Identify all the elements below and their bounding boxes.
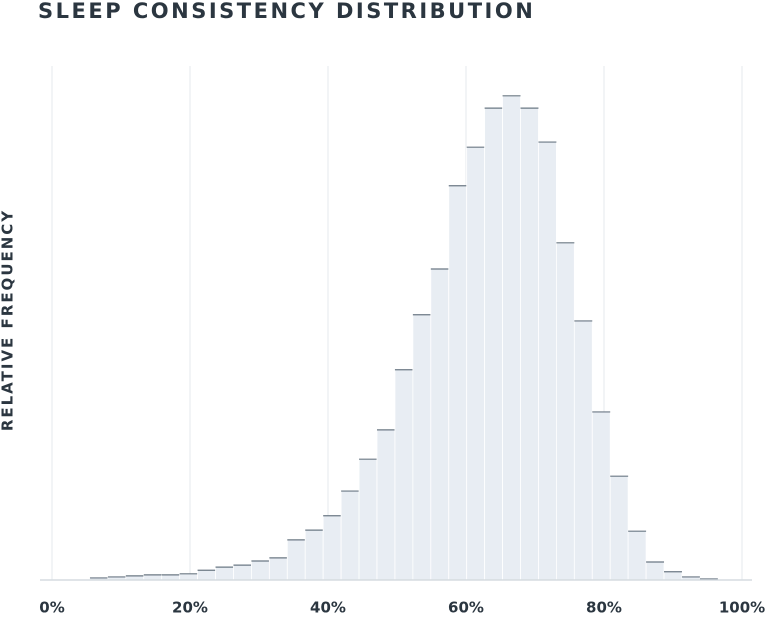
x-tick-label: 40% (310, 599, 346, 617)
bar (663, 571, 683, 581)
bar (161, 574, 181, 581)
bar (591, 411, 611, 581)
bar (304, 529, 324, 581)
bar (448, 185, 468, 581)
bar (143, 574, 163, 581)
bar (412, 314, 432, 581)
x-tick-label: 80% (586, 599, 622, 617)
bar (520, 107, 539, 581)
bar (197, 569, 216, 581)
bar (430, 268, 450, 581)
bar (358, 458, 378, 581)
bar (645, 561, 665, 581)
bar (502, 95, 521, 581)
bar (322, 515, 342, 581)
bar (376, 429, 396, 581)
bar (484, 107, 503, 581)
bar (233, 564, 252, 581)
bar (573, 320, 593, 581)
bar (538, 141, 557, 581)
x-tick-label: 20% (172, 599, 208, 617)
bar (627, 530, 647, 581)
y-axis-label: RELATIVE FREQUENCY (0, 209, 17, 431)
bar (394, 369, 414, 581)
x-tick-label: 100% (719, 599, 765, 617)
bar (179, 573, 198, 581)
chart-title: SLEEP CONSISTENCY DISTRIBUTION (38, 0, 535, 23)
x-tick-label: 60% (448, 599, 484, 617)
bar (340, 490, 360, 581)
bar (215, 566, 234, 581)
x-tick-label: 0% (39, 599, 64, 617)
bar (251, 560, 270, 581)
bar (555, 242, 575, 581)
bar (268, 557, 288, 581)
bar (466, 146, 486, 581)
bar (609, 475, 629, 581)
bar (286, 539, 306, 581)
